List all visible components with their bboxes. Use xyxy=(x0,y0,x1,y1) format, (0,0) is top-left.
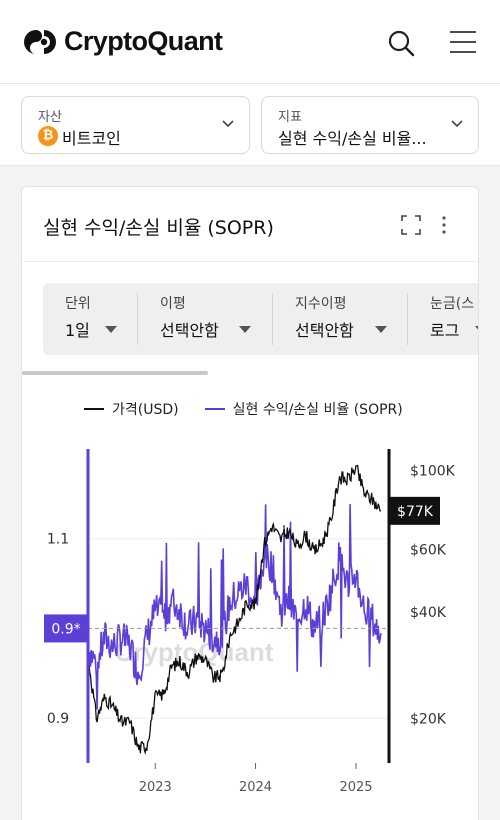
ma-dropdown[interactable]: 이평 선택안함 xyxy=(138,283,273,355)
current-sopr-label: 0.9* xyxy=(51,621,80,637)
chart-legend: 가격(USD) 실현 수익/손실 비율 (SOPR) xyxy=(84,399,429,419)
current-price-label: $77K xyxy=(397,504,434,520)
legend-swatch-price xyxy=(84,408,104,410)
search-icon[interactable] xyxy=(386,28,416,58)
metric-select[interactable]: 지표 실현 수익/손실 비율... xyxy=(261,96,479,154)
asset-select-label: 자산 xyxy=(38,110,62,125)
selector-bar: 자산 ₿ 비트코인 지표 실현 수익/손실 비율... xyxy=(0,84,500,166)
unit-value: 1일 xyxy=(65,321,90,340)
caret-down-icon xyxy=(475,326,478,333)
chart-card: 실현 수익/손실 비율 (SOPR) 단위 1일 이평 선택안함 지수이평 선택… xyxy=(21,186,479,820)
chart-grid xyxy=(88,538,389,719)
x-tick-label: 2023 xyxy=(139,780,172,795)
y-left-tick-label: 0.9 xyxy=(47,711,69,727)
asset-select-value: 비트코인 xyxy=(62,129,121,148)
current-sopr-box xyxy=(44,614,88,643)
more-vertical-icon[interactable] xyxy=(434,214,454,236)
price-line-path xyxy=(87,464,382,755)
ema-dropdown[interactable]: 지수이평 선택안함 xyxy=(273,283,408,355)
y-right-tick-label: $100K xyxy=(410,464,456,480)
y-right-tick-label: $40K xyxy=(410,605,447,621)
chart-controls: 단위 1일 이평 선택안함 지수이평 선택안함 눈금(스 로그 xyxy=(43,283,478,355)
x-tick-label: 2024 xyxy=(239,780,272,795)
ma-value: 선택안함 xyxy=(160,321,219,340)
unit-dropdown[interactable]: 단위 1일 xyxy=(43,283,138,355)
y-left-tick-label: 1.1 xyxy=(47,532,69,548)
control-divider xyxy=(407,293,408,345)
control-divider xyxy=(272,293,273,345)
scale-value: 로그 xyxy=(430,321,460,340)
sopr-line-path xyxy=(87,504,382,710)
legend-item-sopr[interactable]: 실현 수익/손실 비율 (SOPR) xyxy=(204,399,403,419)
ema-value: 선택안함 xyxy=(295,321,354,340)
legend-item-price[interactable]: 가격(USD) xyxy=(84,399,179,419)
current-price-box xyxy=(390,496,440,525)
asset-select[interactable]: 자산 ₿ 비트코인 xyxy=(21,96,250,154)
metric-select-value: 실현 수익/손실 비율... xyxy=(278,129,427,148)
bitcoin-icon: ₿ xyxy=(38,126,58,146)
caret-down-icon xyxy=(239,326,251,333)
control-divider xyxy=(137,293,138,345)
cryptoquant-logo-icon xyxy=(24,29,56,54)
chart-title: 실현 수익/손실 비율 (SOPR) xyxy=(43,217,274,239)
unit-label: 단위 xyxy=(65,296,91,312)
y-right-tick-label: $60K xyxy=(410,542,447,558)
card-divider xyxy=(22,261,478,262)
legend-label-sopr: 실현 수익/손실 비율 (SOPR) xyxy=(232,402,403,418)
ma-label: 이평 xyxy=(160,296,186,312)
metric-select-label: 지표 xyxy=(278,110,302,125)
controls-scrollbar[interactable] xyxy=(22,371,208,375)
x-tick-label: 2025 xyxy=(339,780,372,795)
chart-axes: 2023 2024 2025 1.1 0.9 $100K $60K $40K $20K 0.9* $… xyxy=(44,449,456,795)
caret-down-icon xyxy=(105,326,117,333)
caret-down-icon xyxy=(375,326,387,333)
brand-name: CryptoQuant xyxy=(64,26,223,56)
ema-label: 지수이평 xyxy=(295,296,347,312)
chevron-down-icon xyxy=(222,120,234,128)
cryptoquant-logo[interactable]: CryptoQuant xyxy=(22,26,223,57)
sopr-series-line xyxy=(87,504,389,710)
chevron-down-icon xyxy=(451,120,463,128)
sopr-chart: CryptoQuant 2023 2024 20251.10.9$100K$60K$… xyxy=(44,449,456,795)
scale-dropdown[interactable]: 눈금(스 로그 xyxy=(408,283,478,355)
fullscreen-icon[interactable] xyxy=(400,214,422,236)
y-right-tick-label: $20K xyxy=(410,712,447,728)
scale-label: 눈금(스 xyxy=(430,296,475,312)
legend-label-price: 가격(USD) xyxy=(112,402,179,418)
hamburger-menu-icon[interactable] xyxy=(448,28,478,56)
price-series-line xyxy=(87,464,382,755)
legend-swatch-sopr xyxy=(204,408,225,410)
app-header: CryptoQuant xyxy=(0,0,500,84)
